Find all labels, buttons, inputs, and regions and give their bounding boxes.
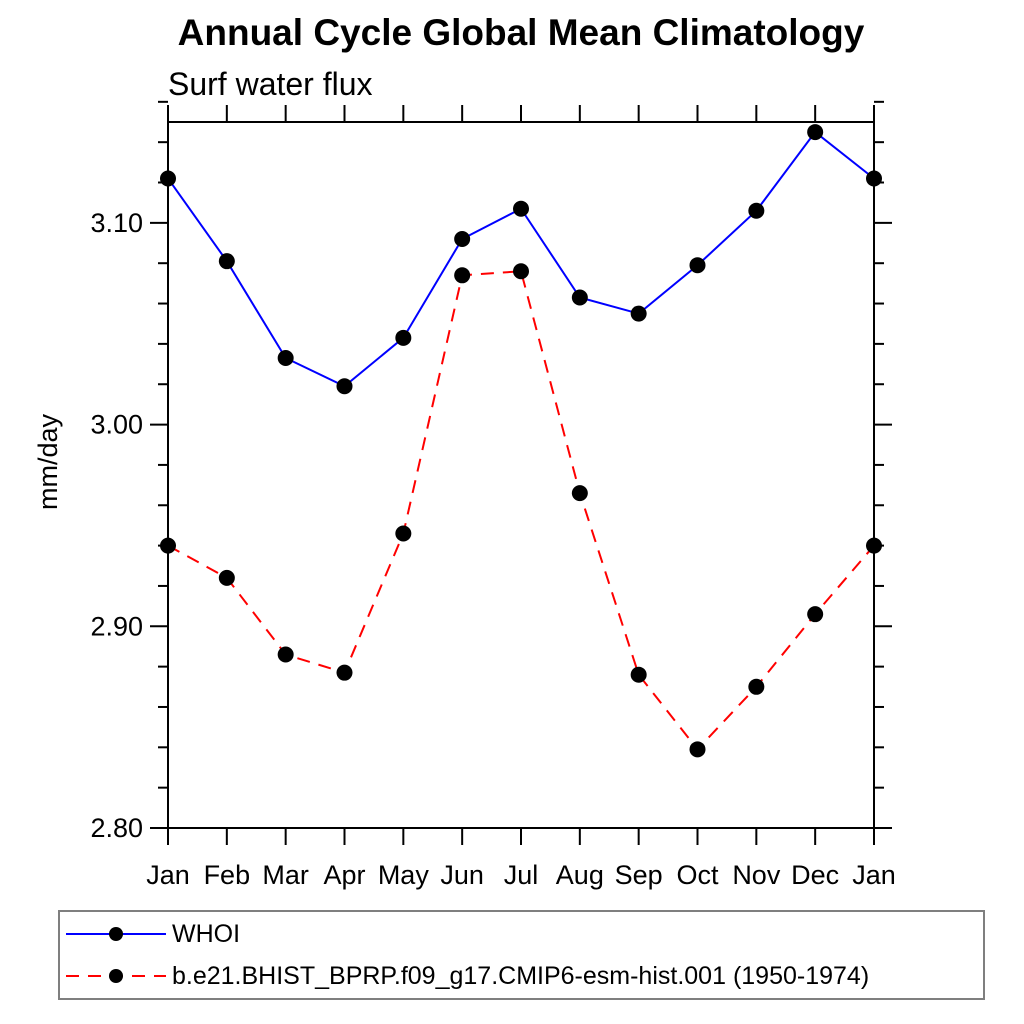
data-point [336, 664, 353, 681]
svg-text:May: May [378, 860, 430, 890]
svg-text:Dec: Dec [791, 860, 839, 890]
data-point [160, 170, 176, 187]
data-point [748, 678, 765, 695]
y-ticks [150, 100, 892, 829]
legend-key-dashed-line-dot-icon [66, 969, 166, 983]
series-markers-1 [160, 263, 882, 758]
legend-box: WHOI b.e21.BHIST_BPRP.f09_g17.CMIP6-esm-… [58, 910, 985, 1000]
data-point [277, 646, 294, 663]
legend-item-model: b.e21.BHIST_BPRP.f09_g17.CMIP6-esm-hist.… [60, 956, 983, 996]
data-point [807, 606, 824, 623]
data-point [395, 329, 412, 346]
legend-key-solid-line-dot-icon [66, 927, 166, 941]
svg-text:3.00: 3.00 [90, 410, 143, 440]
svg-text:Apr: Apr [323, 860, 365, 890]
svg-text:Oct: Oct [676, 860, 719, 890]
plot-border [167, 121, 875, 829]
x-tick-labels: Jan Feb Mar Apr May Jun Jul Aug Sep Oct Nov Dec Jan [146, 860, 896, 890]
chart-subtitle: Surf water flux [168, 66, 373, 102]
data-point [807, 124, 824, 141]
svg-text:Jul: Jul [504, 860, 539, 890]
data-point [160, 537, 176, 554]
legend-item-whoi: WHOI [60, 914, 983, 954]
chart-title: Annual Cycle Global Mean Climatology [177, 12, 865, 53]
svg-text:Aug: Aug [556, 860, 604, 890]
data-point [513, 263, 529, 280]
x-ticks [167, 105, 875, 845]
svg-text:2.80: 2.80 [90, 813, 143, 843]
data-point [748, 202, 765, 219]
data-point [866, 537, 882, 554]
plot-area: Jan Feb Mar Apr May Jun Jul Aug Sep Oct Nov Dec Jan2… [33, 100, 896, 890]
svg-text:mm/day: mm/day [33, 413, 63, 510]
data-point [571, 289, 588, 306]
svg-text:2.90: 2.90 [90, 611, 143, 641]
legend-label-whoi: WHOI [172, 919, 241, 948]
svg-text:Sep: Sep [615, 860, 663, 890]
data-point [630, 666, 647, 683]
data-point [218, 569, 235, 586]
svg-text:Nov: Nov [732, 860, 781, 890]
svg-text:Jun: Jun [440, 860, 484, 890]
data-point [395, 525, 412, 542]
data-point [689, 257, 706, 274]
series-markers-0 [160, 124, 882, 395]
svg-text:Feb: Feb [204, 860, 251, 890]
y-axis-title: mm/day [33, 413, 63, 510]
data-point [689, 741, 706, 758]
series-line-0 [167, 130, 875, 388]
data-point [571, 485, 588, 502]
data-point [277, 350, 294, 367]
svg-text:Jan: Jan [146, 860, 190, 890]
svg-text:3.10: 3.10 [90, 208, 143, 238]
data-point [218, 253, 235, 270]
svg-text:Jan: Jan [852, 860, 896, 890]
data-point [630, 305, 647, 322]
svg-text:Mar: Mar [262, 860, 309, 890]
data-point [336, 378, 353, 395]
data-point [454, 267, 471, 284]
data-point [513, 200, 529, 217]
data-point [454, 230, 471, 247]
legend-label-model: b.e21.BHIST_BPRP.f09_g17.CMIP6-esm-hist.… [172, 961, 870, 990]
data-point [866, 170, 882, 187]
y-tick-labels: 2.80 2.90 3.00 3.10 [90, 208, 143, 843]
series-line-1 [167, 270, 875, 751]
